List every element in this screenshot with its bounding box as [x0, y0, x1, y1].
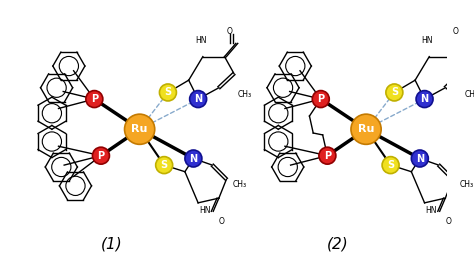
Text: P: P: [317, 94, 324, 104]
Text: P: P: [324, 151, 331, 161]
Text: P: P: [97, 151, 104, 161]
Circle shape: [86, 91, 103, 108]
Text: P: P: [91, 94, 98, 104]
Text: CH₃: CH₃: [233, 180, 247, 189]
Text: HN: HN: [199, 206, 210, 215]
Text: O: O: [226, 27, 232, 36]
Text: HN: HN: [425, 206, 437, 215]
Text: S: S: [161, 160, 168, 170]
Circle shape: [125, 114, 155, 144]
Text: N: N: [194, 94, 202, 104]
Circle shape: [382, 157, 399, 174]
Text: CH₃: CH₃: [238, 90, 252, 99]
Text: HN: HN: [422, 36, 433, 45]
Text: S: S: [387, 160, 394, 170]
Text: O: O: [219, 217, 225, 226]
Circle shape: [411, 150, 428, 167]
Circle shape: [416, 91, 433, 108]
Text: S: S: [164, 88, 172, 97]
Circle shape: [185, 150, 202, 167]
Text: O: O: [445, 217, 451, 226]
Circle shape: [190, 91, 207, 108]
Circle shape: [351, 114, 381, 144]
Circle shape: [312, 91, 329, 108]
Text: N: N: [189, 154, 198, 163]
Text: HN: HN: [195, 36, 207, 45]
Text: Ru: Ru: [358, 124, 374, 134]
Circle shape: [92, 147, 109, 164]
Circle shape: [155, 157, 173, 174]
Text: S: S: [391, 88, 398, 97]
Circle shape: [386, 84, 403, 101]
Circle shape: [159, 84, 176, 101]
Text: O: O: [453, 27, 459, 36]
Text: CH₃: CH₃: [459, 180, 474, 189]
Text: N: N: [416, 154, 424, 163]
Text: Ru: Ru: [131, 124, 148, 134]
Text: (2): (2): [327, 237, 349, 252]
Text: (1): (1): [100, 237, 122, 252]
Circle shape: [319, 147, 336, 164]
Text: N: N: [420, 94, 428, 104]
Text: CH₃: CH₃: [464, 90, 474, 99]
